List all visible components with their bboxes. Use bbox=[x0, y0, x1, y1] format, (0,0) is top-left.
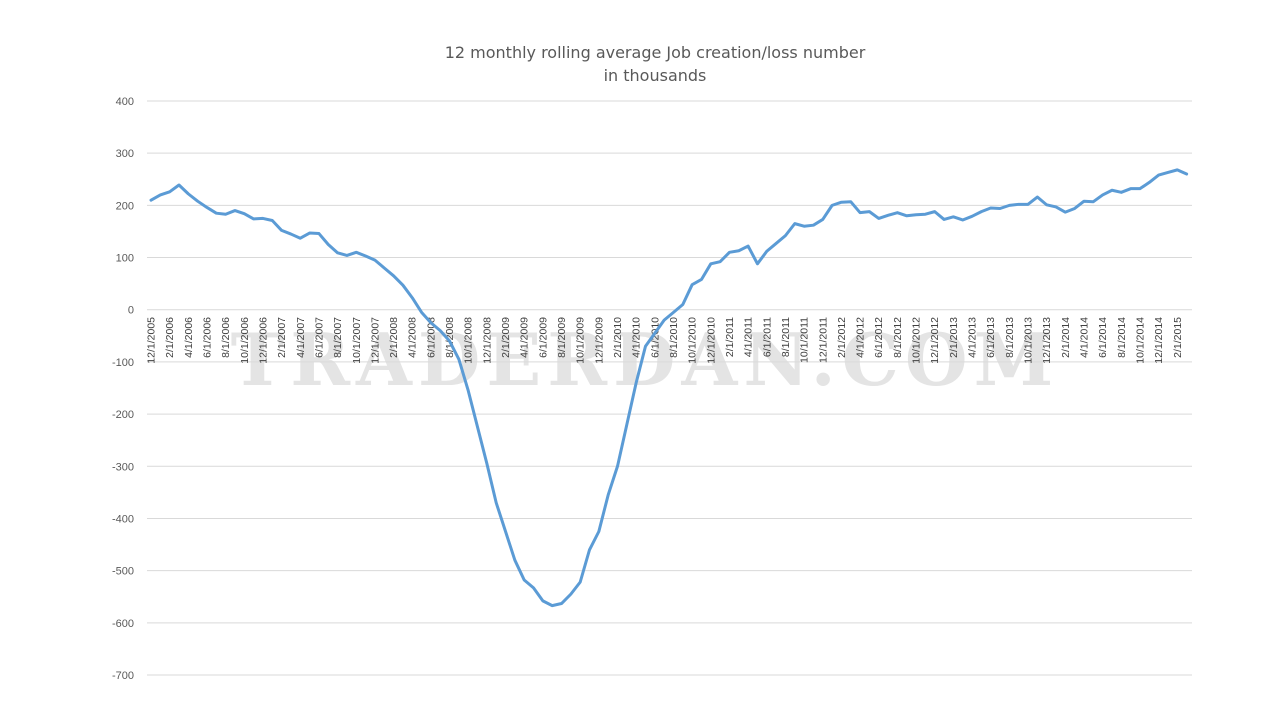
x-tick-label: 8/1/2009 bbox=[556, 317, 568, 358]
x-tick-label: 10/1/2007 bbox=[351, 317, 363, 364]
y-tick-label: -600 bbox=[112, 618, 134, 630]
x-tick-label: 2/1/2012 bbox=[836, 317, 848, 358]
x-tick-label: 2/1/2006 bbox=[164, 317, 176, 358]
y-tick-label: 300 bbox=[116, 148, 134, 160]
series-layer bbox=[149, 168, 1189, 608]
x-tick-label: 2/1/2010 bbox=[612, 317, 624, 358]
y-tick-label: 200 bbox=[116, 200, 134, 212]
x-tick-label: 12/1/2007 bbox=[369, 317, 381, 364]
x-tick-label: 4/1/2012 bbox=[855, 317, 867, 358]
x-tick-label: 6/1/2013 bbox=[985, 317, 997, 358]
x-tick-label: 8/1/2006 bbox=[220, 317, 232, 358]
x-tick-label: 4/1/2006 bbox=[183, 317, 195, 358]
x-tick-label: 10/1/2009 bbox=[575, 317, 587, 364]
x-tick-label: 2/1/2014 bbox=[1060, 317, 1072, 358]
x-tick-label: 8/1/2014 bbox=[1116, 317, 1128, 358]
y-tick-label: 400 bbox=[116, 96, 134, 108]
x-tick-label: 12/1/2012 bbox=[929, 317, 941, 364]
y-tick-label: -300 bbox=[112, 461, 134, 473]
x-tick-label: 12/1/2010 bbox=[705, 317, 717, 364]
x-tick-label: 4/1/2014 bbox=[1079, 317, 1091, 358]
x-tick-label: 8/1/2010 bbox=[668, 317, 680, 358]
x-tick-label: 4/1/2013 bbox=[967, 317, 979, 358]
x-axis-ticks: 12/1/2005 2/1/2006 4/1/2006 6/1/2006 8/1/200… bbox=[146, 317, 1184, 364]
x-tick-label: 10/1/2008 bbox=[463, 317, 475, 364]
y-tick-label: -100 bbox=[112, 357, 134, 369]
y-tick-label: -700 bbox=[112, 670, 134, 682]
x-tick-label: 4/1/2008 bbox=[407, 317, 419, 358]
x-tick-label: 10/1/2006 bbox=[239, 317, 251, 364]
x-tick-label: 8/1/2012 bbox=[892, 317, 904, 358]
y-tick-label: 0 bbox=[128, 305, 134, 317]
x-tick-label: 12/1/2008 bbox=[481, 317, 493, 364]
x-tick-label: 8/1/2011 bbox=[780, 317, 792, 357]
x-tick-label: 2/1/2015 bbox=[1172, 317, 1184, 358]
x-tick-label: 2/1/2013 bbox=[948, 317, 960, 358]
x-tick-label: 2/1/2011 bbox=[724, 317, 736, 357]
x-tick-label: 6/1/2014 bbox=[1097, 317, 1109, 358]
gridlines bbox=[147, 100, 1192, 676]
x-tick-label: 4/1/2007 bbox=[295, 317, 307, 358]
x-tick-label: 10/1/2014 bbox=[1134, 317, 1146, 364]
x-tick-label: 6/1/2007 bbox=[313, 317, 325, 358]
x-tick-label: 6/1/2009 bbox=[537, 317, 549, 358]
chart-title-line-2: in thousands bbox=[604, 66, 707, 85]
x-tick-label: 12/1/2014 bbox=[1153, 317, 1165, 364]
x-tick-label: 12/1/2011 bbox=[817, 317, 829, 363]
x-tick-label: 10/1/2013 bbox=[1023, 317, 1035, 364]
y-tick-label: 100 bbox=[116, 253, 134, 265]
x-tick-label: 12/1/2005 bbox=[146, 317, 158, 364]
x-tick-label: 4/1/2010 bbox=[631, 317, 643, 358]
x-tick-label: 6/1/2012 bbox=[873, 317, 885, 358]
x-tick-label: 2/1/2008 bbox=[388, 317, 400, 358]
x-tick-label: 4/1/2011 bbox=[743, 317, 755, 357]
x-tick-label: 12/1/2006 bbox=[257, 317, 269, 364]
x-tick-label: 6/1/2006 bbox=[201, 317, 213, 358]
x-tick-label: 10/1/2011 bbox=[799, 317, 811, 363]
x-tick-label: 2/1/2007 bbox=[276, 317, 288, 358]
x-tick-label: 6/1/2011 bbox=[761, 317, 773, 357]
y-tick-label: -200 bbox=[112, 409, 134, 421]
x-tick-label: 8/1/2007 bbox=[332, 317, 344, 358]
series-line-0 bbox=[149, 168, 1189, 608]
x-tick-label: 4/1/2009 bbox=[519, 317, 531, 358]
y-axis-ticks: 400 300 200 100 0 -100 -200 -300 -400 -500 -600 -70… bbox=[112, 96, 134, 682]
x-tick-label: 12/1/2013 bbox=[1041, 317, 1053, 364]
x-tick-label: 2/1/2009 bbox=[500, 317, 512, 358]
chart-title-line-1: 12 monthly rolling average Job creation/… bbox=[445, 43, 866, 62]
x-tick-label: 10/1/2010 bbox=[687, 317, 699, 364]
x-tick-label: 10/1/2012 bbox=[911, 317, 923, 364]
y-tick-label: -400 bbox=[112, 513, 134, 525]
y-tick-label: -500 bbox=[112, 566, 134, 578]
x-tick-label: 8/1/2013 bbox=[1004, 317, 1016, 358]
x-tick-label: 12/1/2009 bbox=[593, 317, 605, 364]
